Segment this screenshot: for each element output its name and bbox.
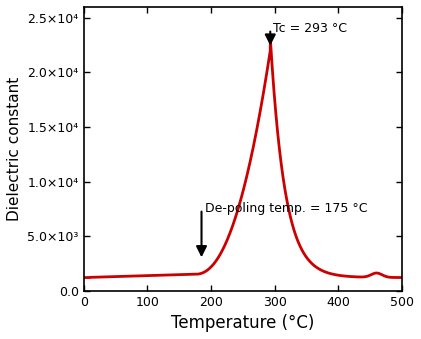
Text: Tc = 293 °C: Tc = 293 °C — [274, 22, 347, 35]
X-axis label: Temperature (°C): Temperature (°C) — [171, 314, 314, 332]
Text: De-poling temp. = 175 °C: De-poling temp. = 175 °C — [205, 202, 367, 215]
Y-axis label: Dielectric constant: Dielectric constant — [7, 77, 22, 221]
